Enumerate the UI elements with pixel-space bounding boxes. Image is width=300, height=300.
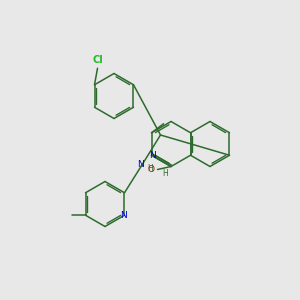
Text: N: N [121,211,127,220]
Text: O: O [148,165,154,174]
Text: H: H [162,169,168,178]
Text: N: N [149,151,155,160]
Text: Cl: Cl [92,55,103,64]
Text: H: H [148,164,154,173]
Text: N: N [138,160,144,169]
